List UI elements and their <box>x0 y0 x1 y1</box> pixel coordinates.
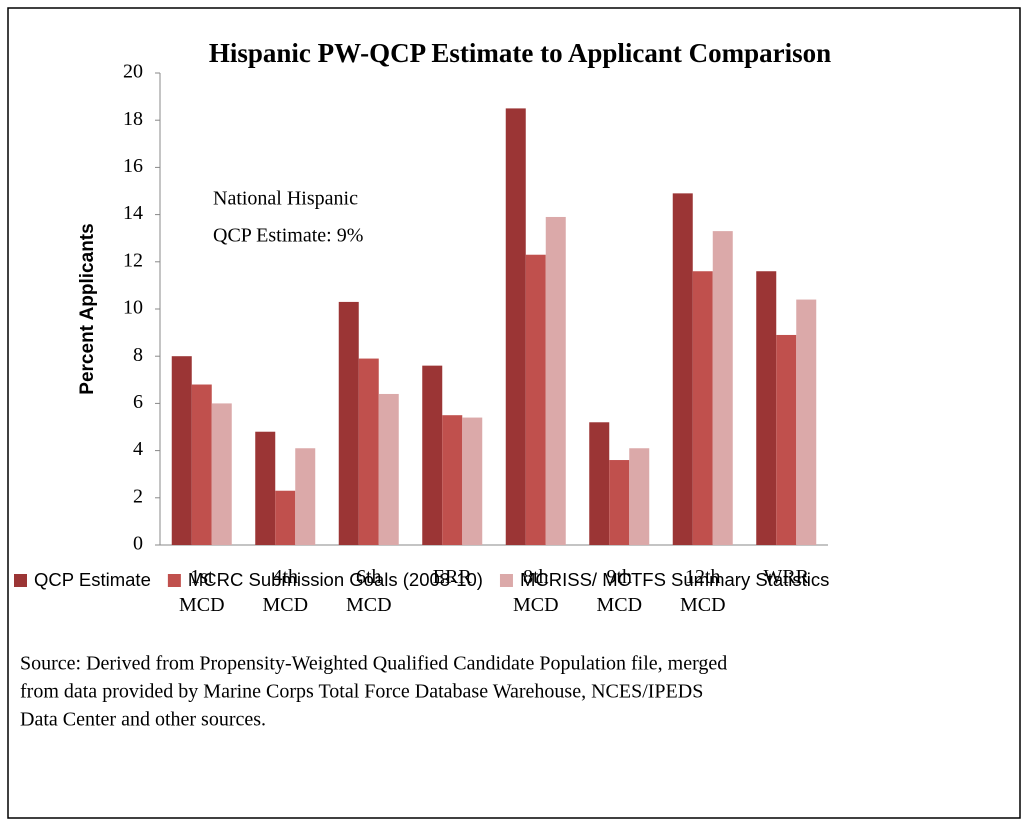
bar <box>776 334 797 545</box>
x-tick-label: 12th MCD <box>680 566 726 616</box>
bar <box>796 299 817 545</box>
legend-swatch <box>499 574 513 587</box>
source-note: Source: Derived from Propensity-Weighted… <box>20 653 727 675</box>
bar <box>629 448 650 545</box>
source-note: Data Center and other sources. <box>20 709 266 731</box>
x-tick-label: 4th MCD <box>262 566 308 616</box>
y-tick-label: 6 <box>133 391 143 413</box>
legend-label: QCP Estimate <box>34 569 151 590</box>
bar <box>255 431 276 545</box>
bar <box>712 231 733 545</box>
y-tick-label: 14 <box>123 202 143 224</box>
bar <box>211 403 232 545</box>
legend-swatch <box>167 574 181 587</box>
y-tick-label: 8 <box>133 344 143 366</box>
y-tick-label: 12 <box>123 249 143 271</box>
chart-title: Hispanic PW-QCP Estimate to Applicant Co… <box>209 38 831 68</box>
y-tick-label: 0 <box>133 533 143 555</box>
bar <box>295 448 316 545</box>
x-tick-label: ERR <box>433 566 473 588</box>
bar <box>505 108 526 546</box>
y-tick-label: 2 <box>133 485 143 507</box>
x-tick-label: 1st MCD <box>179 566 225 616</box>
y-tick-label: 18 <box>123 108 143 130</box>
bar <box>609 460 630 545</box>
y-tick-label: 20 <box>123 61 143 83</box>
bar <box>756 271 777 545</box>
x-tick-label: 6th MCD <box>346 566 392 616</box>
y-tick-label: 4 <box>133 438 143 460</box>
bar <box>338 301 359 545</box>
bar <box>672 193 693 546</box>
y-axis-label: Percent Applicants <box>77 223 98 394</box>
x-tick-label: 8th MCD <box>513 566 559 616</box>
bar <box>171 356 192 545</box>
annotation: QCP Estimate: 9% <box>213 225 363 247</box>
bar <box>191 384 212 545</box>
x-tick-label: 9th MCD <box>596 566 642 616</box>
bar <box>462 417 483 545</box>
y-tick-label: 10 <box>123 297 143 319</box>
bar <box>442 415 463 545</box>
bar <box>692 271 713 545</box>
annotation: National Hispanic <box>213 188 358 210</box>
frame <box>7 7 1021 819</box>
source-note: from data provided by Marine Corps Total… <box>20 681 703 703</box>
bar <box>378 393 399 545</box>
bar <box>422 365 443 545</box>
bar <box>589 422 610 545</box>
legend-label: MCRC Submission Goals (2008-10) <box>188 569 483 590</box>
y-tick-label: 16 <box>123 155 143 177</box>
bar <box>358 358 379 545</box>
bar <box>525 254 546 545</box>
bar <box>545 216 566 545</box>
x-tick-label: WRR <box>763 566 809 588</box>
legend-swatch <box>14 574 27 587</box>
legend-label: MCRISS/ MCTFS Summary Statistics <box>520 569 829 590</box>
bar <box>275 490 296 545</box>
